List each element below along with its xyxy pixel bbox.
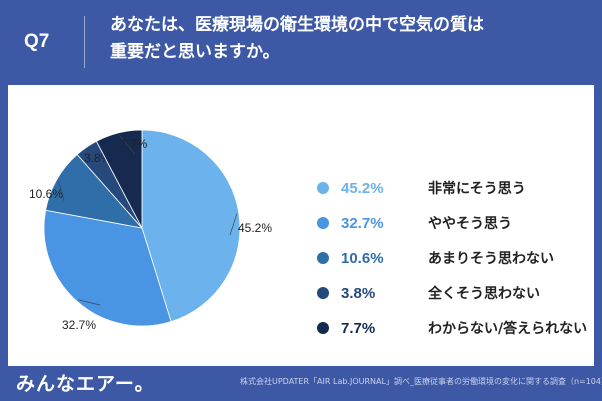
legend-item: 10.6% あまりそう思わない xyxy=(317,245,587,271)
leader-line-1 xyxy=(229,213,238,236)
legend-swatch xyxy=(317,182,329,194)
legend-label: 全くそう思わない xyxy=(428,286,540,302)
legend-label: あまりそう思わない xyxy=(428,251,554,267)
pie-chart: 45.2%32.7%10.6%3.8%7.7% xyxy=(29,129,272,332)
legend-value: 45.2% xyxy=(341,179,384,197)
pie-slice-5 xyxy=(95,129,143,229)
question-number: Q7 xyxy=(24,31,50,52)
legend-item: 7.7% わからない/答えられない xyxy=(317,315,587,341)
legend-value: 3.8% xyxy=(341,284,376,302)
data-label-1: 45.2% xyxy=(238,221,272,235)
question-text-line2: 重要だと思いますか。 xyxy=(110,42,280,62)
header-divider xyxy=(84,16,85,68)
leader-line-4 xyxy=(87,148,101,169)
legend-swatch xyxy=(317,322,329,334)
leader-line-2 xyxy=(78,299,101,306)
legend-swatch xyxy=(317,287,329,299)
legend-label: ややそう思う xyxy=(428,216,512,232)
legend-value: 10.6% xyxy=(341,249,384,267)
brand-logo: みんなエアー。 xyxy=(16,373,155,395)
pie-slice-2 xyxy=(43,209,172,327)
legend-item: 45.2% 非常にそう思う xyxy=(317,175,587,201)
data-label-3: 10.6% xyxy=(29,187,63,201)
data-label-5: 7.7% xyxy=(120,137,148,151)
legend-swatch xyxy=(317,217,329,229)
question-text: あなたは、医療現場の衛生環境の中で空気の質は 重要だと思いますか。 xyxy=(110,12,484,66)
legend-label: わからない/答えられない xyxy=(428,321,588,337)
legend-item: 3.8% 全くそう思わない xyxy=(317,280,587,306)
legend: 45.2% 非常にそう思う 32.7% ややそう思う 10.6% あまりそう思わない 3.8… xyxy=(317,175,587,350)
legend-label: 非常にそう思う xyxy=(428,181,526,197)
legend-value: 7.7% xyxy=(341,319,376,337)
pie-slice-1 xyxy=(141,129,241,323)
data-label-2: 32.7% xyxy=(62,318,96,332)
question-text-line1: あなたは、医療現場の衛生環境の中で空気の質は xyxy=(110,15,484,35)
legend-swatch xyxy=(317,252,329,264)
leader-line-5 xyxy=(118,134,136,155)
source-credit: 株式会社UPDATER「AIR Lab.JOURNAL」調べ_医療従事者の労働環… xyxy=(240,377,602,386)
leader-line-3 xyxy=(58,180,65,202)
legend-item: 32.7% ややそう思う xyxy=(317,210,587,236)
chart-panel: 45.2% 32.7% 10.6% 3.8% 7.7% 45.2% 非常にそう思う 32.7… xyxy=(8,85,594,366)
legend-value: 32.7% xyxy=(341,214,384,232)
